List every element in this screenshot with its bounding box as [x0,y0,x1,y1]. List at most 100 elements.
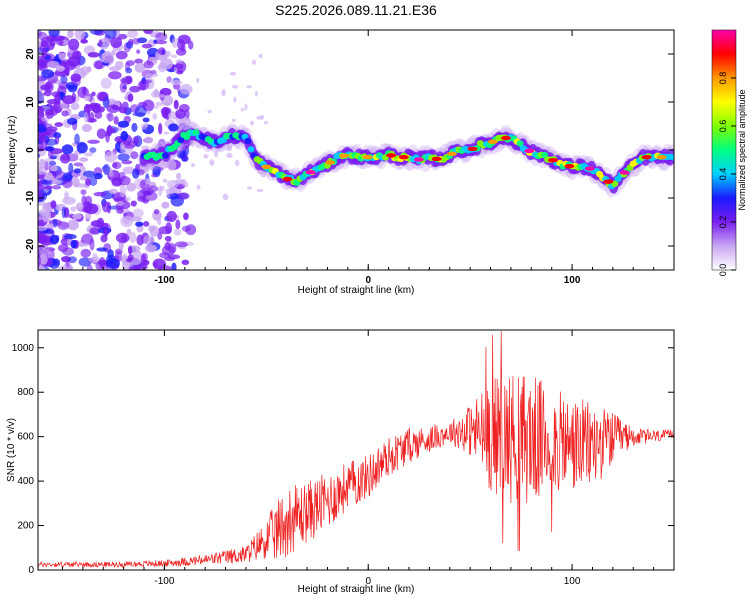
heatmap-noise-blob [153,208,160,215]
heatmap-noise-blob [170,54,178,58]
heatmap-noise-blob [166,76,172,84]
heatmap-noise-blob [124,144,135,149]
heatmap-noise-blob [146,109,151,115]
bottom-plot-frame [37,329,675,571]
heatmap-noise-blob [147,185,159,193]
heatmap-noise-blob [108,71,122,80]
spectrogram-heatmap [38,30,674,270]
heatmap-noise-blob [64,191,70,201]
heatmap-noise-blob [263,120,268,125]
heatmap-noise-blob [134,58,144,64]
ridge-peak [656,155,667,160]
heatmap-noise-blob [157,47,166,56]
heatmap-noise-blob [209,159,215,166]
heatmap-noise-blob [232,84,239,89]
heatmap-noise-blob [158,122,163,135]
heatmap-noise-blob [187,118,192,125]
heatmap-noise-blob [149,225,159,237]
heatmap-noise-blob [42,211,51,223]
heatmap-noise-blob [152,105,159,109]
heatmap-noise-blob [176,149,185,159]
ridge-core [161,152,169,159]
heatmap-noise-blob [48,30,60,37]
heatmap-noise-blob [41,69,55,79]
heatmap-noise-blob [85,178,91,186]
heatmap-noise-blob [166,210,177,223]
heatmap-noise-blob [64,174,73,181]
top-y-tick-label: 0 [25,147,36,153]
ridge-core [541,151,549,159]
heatmap-noise-blob [226,152,233,159]
heatmap-noise-blob [156,217,162,226]
heatmap-noise-blob [74,30,86,40]
heatmap-noise-blob [83,152,94,157]
heatmap-noise-blob [164,102,171,106]
heatmap-noise-blob [153,88,159,98]
heatmap-noise-blob [96,247,108,252]
heatmap-noise-blob [76,142,88,154]
heatmap-noise-blob [175,48,187,56]
heatmap-noise-blob [181,259,190,265]
heatmap-noise-blob [117,120,130,128]
heatmap-noise-blob [114,60,124,70]
heatmap-noise-blob [73,162,84,167]
heatmap-noise-blob [38,236,44,241]
heatmap-noise-blob [175,172,182,180]
heatmap-noise-blob [67,30,74,39]
heatmap-noise-blob [88,176,98,187]
heatmap-noise-blob [81,123,92,132]
heatmap-noise-blob [135,221,144,227]
heatmap-noise-blob [165,222,173,235]
bottom-y-tick-label: 800 [17,387,34,398]
heatmap-noise-blob [126,182,137,192]
heatmap-noise-blob [142,221,150,227]
heatmap-noise-blob [65,257,70,269]
colorbar-label: Normalized spectral amplitude [737,89,747,210]
heatmap-noise-blob [38,255,41,267]
heatmap-noise-blob [160,107,172,116]
heatmap-noise-blob [80,248,91,258]
heatmap-noise-blob [122,166,136,175]
heatmap-noise-blob [152,112,158,120]
top-y-tick-label: -10 [25,190,36,205]
heatmap-noise-blob [160,94,166,98]
heatmap-noise-blob [50,200,57,209]
heatmap-noise-blob [106,124,113,137]
heatmap-noise-blob [86,264,93,270]
heatmap-noise-blob [61,206,67,219]
ridge-peak [641,155,652,160]
heatmap-noise-blob [132,112,146,117]
heatmap-noise-blob [126,228,132,235]
heatmap-noise-blob [134,62,146,73]
heatmap-noise-blob [38,153,41,159]
heatmap-noise-blob [142,259,150,266]
heatmap-noise-blob [89,227,100,235]
heatmap-noise-blob [161,201,170,209]
heatmap-noise-blob [159,252,171,259]
heatmap-noise-blob [83,111,89,123]
snr-line [38,331,674,569]
heatmap-noise-blob [141,145,149,151]
heatmap-noise-blob [54,122,64,128]
heatmap-noise-blob [145,195,151,200]
heatmap-noise-blob [136,49,141,54]
heatmap-noise-blob [110,36,122,49]
heatmap-noise-blob [144,136,154,144]
heatmap-noise-blob [87,139,100,144]
heatmap-noise-blob [152,258,167,270]
ridge-peak [619,170,630,175]
heatmap-noise-blob [106,258,120,269]
heatmap-noise-blob [119,185,127,198]
heatmap-noise-blob [60,75,68,84]
ridge-peak [325,160,336,165]
bottom-y-tick-label: 600 [17,432,34,443]
heatmap-noise-blob [72,213,82,220]
heatmap-noise-blob [44,185,53,190]
heatmap-noise-blob [129,85,141,93]
heatmap-noise-blob [70,239,78,249]
heatmap-noise-blob [140,123,148,130]
heatmap-noise-blob [63,60,77,71]
bottom-y-tick-label: 200 [17,521,34,532]
heatmap-noise-blob [127,93,134,103]
